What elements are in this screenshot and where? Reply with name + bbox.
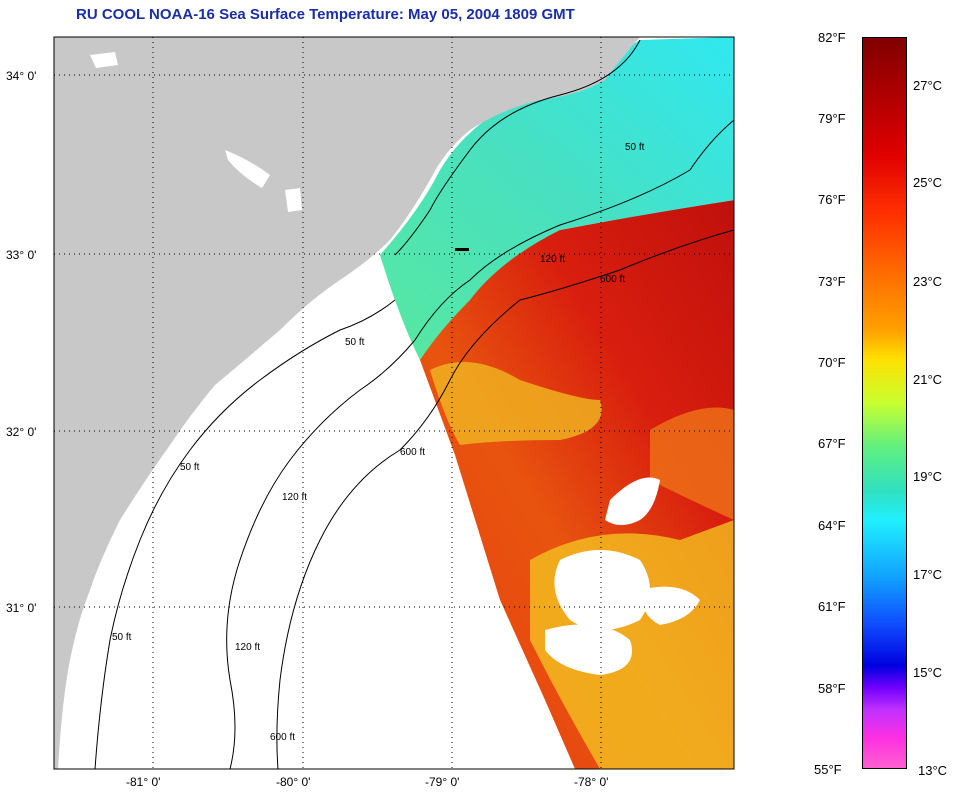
lon-label: -81° 0': [126, 775, 160, 789]
lat-label: 32° 0': [6, 425, 36, 439]
sst-yellow-patch: [430, 362, 602, 445]
colorbar-f-label: 79°F: [818, 111, 846, 126]
cloud-gap: [640, 586, 700, 625]
contour-600ft: [276, 229, 734, 769]
contour-label: 50 ft: [345, 337, 365, 348]
colorbar-c-label: 23°C: [913, 274, 943, 289]
lon-label: -79° 0': [425, 775, 459, 789]
contour-50ft: [394, 39, 641, 256]
colorbar-c-label: 27°C: [913, 78, 943, 93]
coastal-marker: [455, 248, 469, 251]
graticule: [54, 37, 734, 769]
contour-label: 600 ft: [600, 274, 625, 285]
lat-label: 34° 0': [6, 69, 36, 83]
colorbar-f-label: 82°F: [818, 30, 846, 45]
contour-50ft: [94, 299, 396, 769]
colorbar-f-label: 76°F: [818, 192, 846, 207]
colorbar-f-label: 58°F: [818, 681, 846, 696]
contour-label: 600 ft: [270, 732, 295, 743]
contour-label: 120 ft: [540, 254, 565, 265]
contour-label: 50 ft: [625, 142, 645, 153]
inland-water: [285, 188, 302, 212]
contour-label: 120 ft: [235, 642, 260, 653]
colorbar-c-label: 19°C: [913, 469, 943, 484]
lat-label: 33° 0': [6, 248, 36, 262]
contour-label: 50 ft: [180, 462, 200, 473]
cloud-gap: [605, 477, 660, 525]
contour-label: 120 ft: [282, 492, 307, 503]
land-mass: [54, 37, 640, 769]
lon-label: -78° 0': [574, 775, 608, 789]
contour-label: 50 ft: [112, 632, 132, 643]
colorbar-f-label: 70°F: [818, 355, 846, 370]
inland-water: [225, 150, 270, 188]
map-title: RU COOL NOAA-16 Sea Surface Temperature:…: [76, 6, 575, 23]
colorbar-c-label: 13°C: [918, 763, 948, 778]
colorbar-f-label: 67°F: [818, 436, 846, 451]
colorbar-f-label: 73°F: [818, 274, 846, 289]
colorbar-c-label: 25°C: [913, 175, 943, 190]
colorbar: [862, 37, 907, 769]
colorbar-c-label: 15°C: [913, 665, 943, 680]
map-frame: [53, 36, 735, 770]
sst-shelf-region: [380, 37, 734, 360]
lon-label: -80° 0': [276, 775, 310, 789]
cloud-gap: [554, 550, 650, 630]
contour-120ft: [226, 119, 734, 769]
colorbar-f-label: 64°F: [818, 518, 846, 533]
cloud-gap: [545, 624, 632, 675]
sst-orange-patch: [650, 407, 734, 520]
colorbar-f-label: 61°F: [818, 599, 846, 614]
colorbar-f-label: 55°F: [814, 762, 842, 777]
inland-water: [90, 52, 118, 68]
lat-label: 31° 0': [6, 601, 36, 615]
colorbar-c-label: 17°C: [913, 567, 943, 582]
contour-label: 600 ft: [400, 447, 425, 458]
colorbar-c-label: 21°C: [913, 372, 943, 387]
